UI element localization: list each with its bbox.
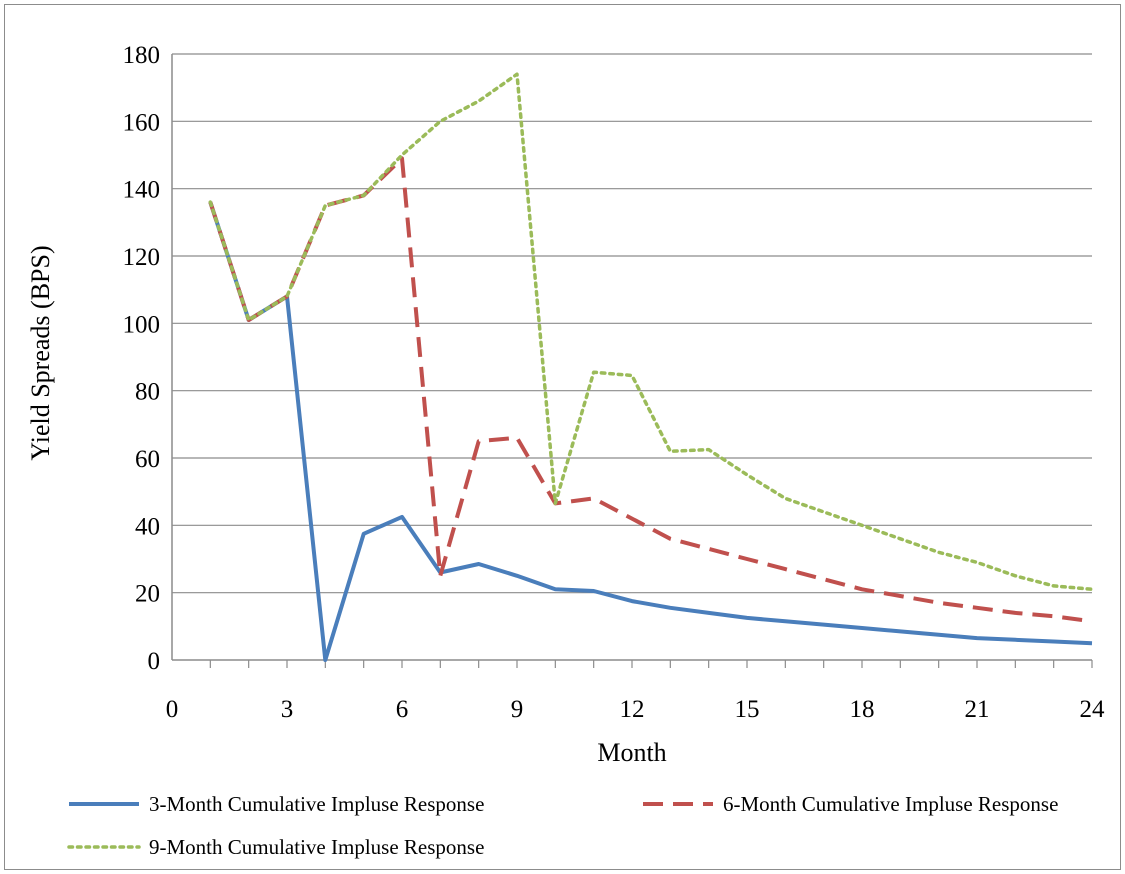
gridlines [172,53,1092,594]
axes [171,54,1093,668]
series-line-3 [208,72,1094,592]
x-tick-label-6: 6 [396,696,409,723]
line-chart: 0 20 40 60 80 100 120 140 160 180 0 3 6 9 12 15 18 21 24 M… [26,42,1106,859]
x-tick-label-9: 9 [511,696,524,723]
legend: 3-Month Cumulative Impluse Response 6-Mon… [67,792,1058,859]
series-line-1 [208,201,1093,662]
y-axis-title: Yield Spreads (BPS) [26,245,55,460]
x-tick-label-12: 12 [620,696,645,723]
y-tick-label-80: 80 [135,379,160,406]
x-tick-label-0: 0 [166,696,179,723]
chart-frame: 0 20 40 60 80 100 120 140 160 180 0 3 6 9 12 15 18 21 24 M… [4,4,1121,870]
series-lines [208,72,1094,662]
legend-label-2: 6-Month Cumulative Impluse Response [723,792,1058,816]
x-tick-label-24: 24 [1080,696,1106,723]
x-tick-label-21: 21 [965,696,990,723]
y-tick-label-0: 0 [148,648,161,675]
y-tick-label-60: 60 [135,446,160,473]
y-tick-label-120: 120 [123,244,161,271]
x-tick-label-3: 3 [281,696,294,723]
y-tick-label-140: 140 [123,177,161,204]
series-line-2 [208,156,1093,624]
legend-label-3: 9-Month Cumulative Impluse Response [149,835,484,859]
y-tick-label-180: 180 [123,42,161,69]
y-tick-label-160: 160 [123,109,161,136]
tick-labels: 0 20 40 60 80 100 120 140 160 180 0 3 6 9 12 15 18 21 24 [123,42,1106,723]
legend-label-1: 3-Month Cumulative Impluse Response [149,792,484,816]
x-tick-label-18: 18 [850,696,875,723]
x-tick-label-15: 15 [735,696,760,723]
x-axis-title: Month [597,738,666,767]
y-tick-label-100: 100 [123,311,161,338]
y-tick-label-40: 40 [135,513,160,540]
y-tick-label-20: 20 [135,581,160,608]
